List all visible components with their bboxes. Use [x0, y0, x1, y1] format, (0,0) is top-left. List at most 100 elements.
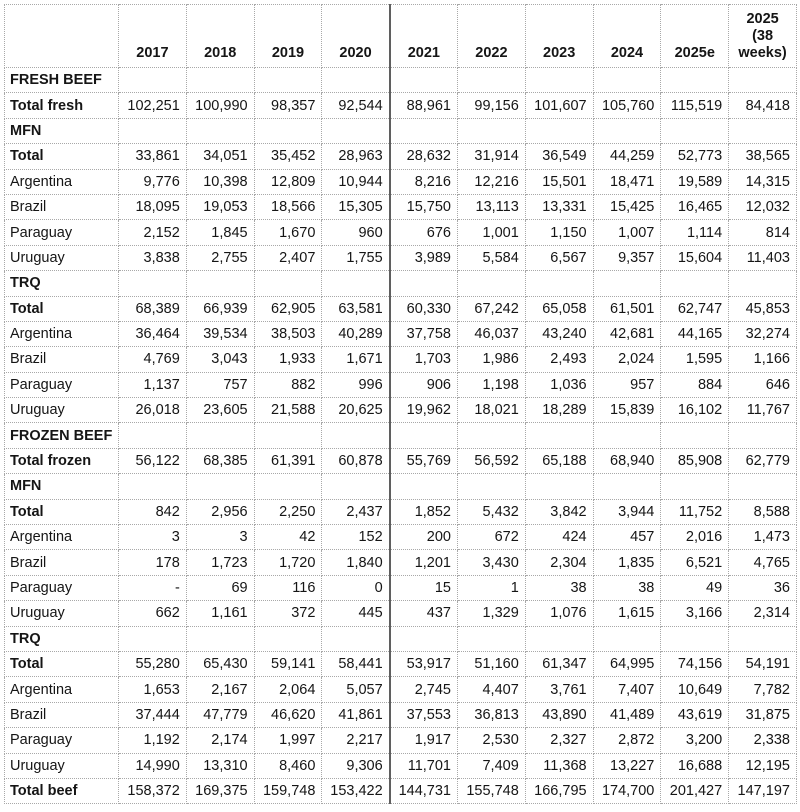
cell: 2,956 — [185, 498, 255, 526]
cell: 101,607 — [524, 92, 594, 119]
table-row: Total frozen 56,122 68,385 61,391 60,878 55,7… — [4, 447, 797, 475]
cell: 957 — [592, 371, 662, 399]
row-label: Total fresh — [4, 92, 119, 119]
cell: 3,989 — [388, 244, 458, 272]
cell: 98,357 — [253, 92, 323, 119]
cell: 15,604 — [660, 244, 730, 272]
cell: 16,465 — [660, 193, 730, 221]
cell: 2,872 — [592, 727, 662, 754]
table-row: Paraguay 2,152 1,845 1,670 960 676 1,001 1,150 1… — [4, 219, 797, 246]
cell: 12,032 — [728, 193, 797, 221]
cell: 158,372 — [118, 777, 187, 805]
cell: 662 — [118, 600, 187, 627]
cell: 1,835 — [592, 549, 662, 576]
cell: 757 — [185, 371, 255, 399]
row-label: Total frozen — [4, 447, 119, 475]
cell: 372 — [253, 600, 323, 627]
cell: 36,813 — [456, 701, 526, 729]
cell: 43,890 — [524, 701, 594, 729]
cell — [524, 117, 594, 145]
cell — [592, 473, 662, 500]
cell: 1,076 — [524, 600, 594, 627]
cell: 3,166 — [660, 600, 730, 627]
cell: 200 — [388, 524, 458, 551]
cell: 2,024 — [592, 346, 662, 373]
cell — [185, 66, 255, 94]
cell: 62,747 — [660, 295, 730, 322]
cell: 1,036 — [524, 371, 594, 399]
cell: 53,917 — [388, 650, 458, 678]
cell: 1,201 — [388, 549, 458, 576]
column-header: 2018 — [185, 4, 255, 68]
table-row: Uruguay 14,990 13,310 8,460 9,306 11,701 7,409… — [4, 752, 797, 779]
cell: 12,216 — [456, 168, 526, 195]
cell — [728, 66, 797, 94]
cell: 15,750 — [388, 193, 458, 221]
cell: 60,330 — [388, 295, 458, 322]
cell: 1,723 — [185, 549, 255, 576]
cell: 47,779 — [185, 701, 255, 729]
cell: 1,986 — [456, 346, 526, 373]
cell: 18,021 — [456, 397, 526, 424]
cell: 3,838 — [118, 244, 187, 272]
table-row: TRQ — [4, 625, 797, 652]
cell: 21,588 — [253, 397, 323, 424]
row-label: Uruguay — [4, 397, 119, 424]
row-label: FROZEN BEEF — [4, 422, 119, 449]
cell: 52,773 — [660, 143, 730, 170]
column-header: 2017 — [118, 4, 187, 68]
cell: 15,501 — [524, 168, 594, 195]
cell: 15 — [388, 574, 458, 602]
cell: 38 — [592, 574, 662, 602]
cell — [388, 270, 458, 297]
cell: 42 — [253, 524, 323, 551]
cell: 1,137 — [118, 371, 187, 399]
row-label: Paraguay — [4, 727, 119, 754]
cell: 6,567 — [524, 244, 594, 272]
cell: 147,197 — [728, 777, 797, 805]
cell — [388, 66, 458, 94]
cell: 14,315 — [728, 168, 797, 195]
cell: 1,852 — [388, 498, 458, 526]
cell: 69 — [185, 574, 255, 602]
cell: 13,113 — [456, 193, 526, 221]
cell: 16,102 — [660, 397, 730, 424]
table-row: Paraguay 1,192 2,174 1,997 2,217 1,917 2,530 2,… — [4, 727, 797, 754]
cell: 51,160 — [456, 650, 526, 678]
cell: 36,549 — [524, 143, 594, 170]
cell: 5,057 — [321, 676, 391, 703]
cell: 1,595 — [660, 346, 730, 373]
cell: 178 — [118, 549, 187, 576]
cell: 66,939 — [185, 295, 255, 322]
cell — [524, 66, 594, 94]
cell: 174,700 — [592, 777, 662, 805]
cell: 201,427 — [660, 777, 730, 805]
cell — [118, 66, 187, 94]
cell: 155,748 — [456, 777, 526, 805]
cell: 882 — [253, 371, 323, 399]
cell — [660, 422, 730, 449]
cell: 36 — [728, 574, 797, 602]
cell: 1,473 — [728, 524, 797, 551]
cell: 39,534 — [185, 320, 255, 348]
cell: 11,752 — [660, 498, 730, 526]
column-header: 2023 — [524, 4, 594, 68]
cell: 457 — [592, 524, 662, 551]
cell: 65,430 — [185, 650, 255, 678]
cell: 7,409 — [456, 752, 526, 779]
cell: 11,767 — [728, 397, 797, 424]
cell: 2,407 — [253, 244, 323, 272]
cell: 6,521 — [660, 549, 730, 576]
cell: 5,432 — [456, 498, 526, 526]
table-row: FRESH BEEF — [4, 66, 797, 94]
cell — [118, 473, 187, 500]
table-row: Uruguay 662 1,161 372 445 437 1,329 1,076 1,615 3… — [4, 600, 797, 627]
row-label: Paraguay — [4, 574, 119, 602]
cell: 55,280 — [118, 650, 187, 678]
cell: 102,251 — [118, 92, 187, 119]
cell: 38,503 — [253, 320, 323, 348]
cell: 10,944 — [321, 168, 391, 195]
table-row: Total 33,861 34,051 35,452 28,963 28,632 31,91… — [4, 143, 797, 170]
cell: 35,452 — [253, 143, 323, 170]
corner-cell — [4, 4, 119, 68]
